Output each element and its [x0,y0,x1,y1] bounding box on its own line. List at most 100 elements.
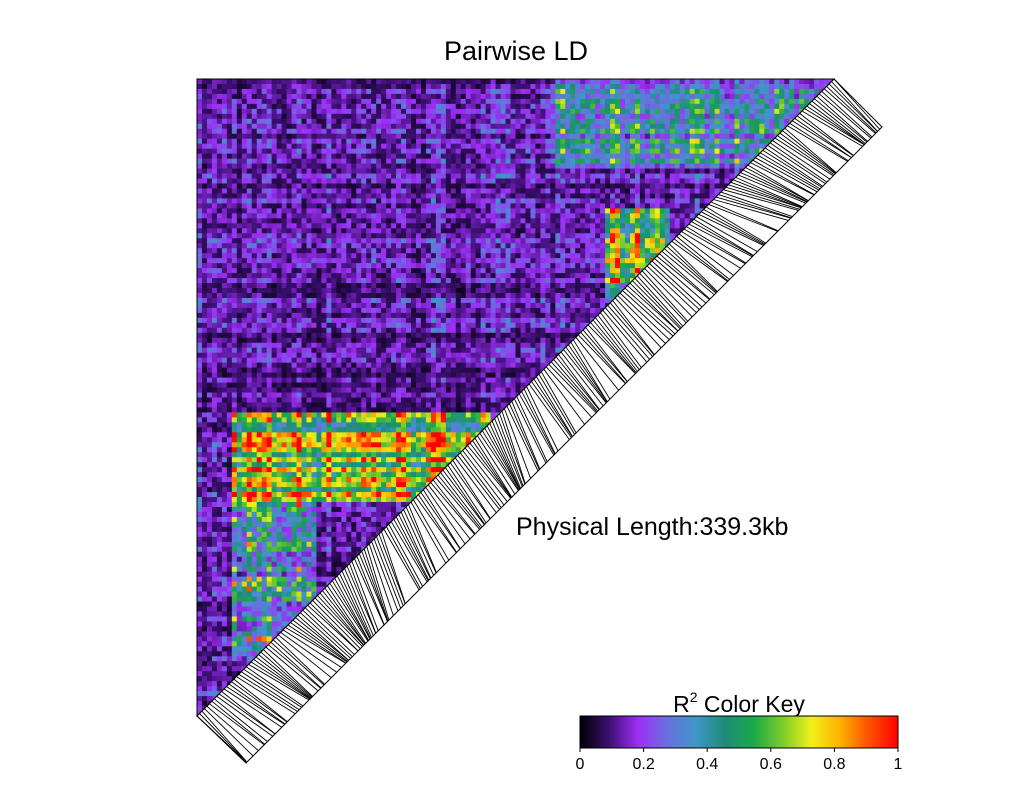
heatmap-cell [211,243,218,249]
heatmap-cell [610,148,616,155]
heatmap-cell [684,168,691,175]
heatmap-cell [276,88,283,95]
heatmap-cell [221,297,228,304]
heatmap-cell [366,283,372,289]
heatmap-cell [425,133,432,140]
heatmap-cell [450,292,457,299]
heatmap-cell [580,198,586,205]
heatmap-cell [401,248,407,254]
heatmap-cell [694,113,701,120]
heatmap-cell [724,123,731,130]
heatmap-cell [605,188,611,195]
heatmap-cell [341,243,347,249]
heatmap-cell [311,98,318,105]
heatmap-cell [590,223,596,229]
heatmap-cell [420,113,427,120]
heatmap-cell [490,203,497,209]
heatmap-cell [550,138,556,145]
heatmap-cell [465,273,472,279]
heatmap-cell [764,79,770,85]
heatmap-cell [197,143,203,150]
heatmap-cell [341,283,347,289]
heatmap-cell [376,193,382,200]
heatmap-cell [236,297,243,304]
heatmap-cell [440,238,447,244]
heatmap-cell [694,193,701,200]
heatmap-cell [565,228,571,234]
heatmap-cell [565,168,571,175]
heatmap-cell [550,79,556,85]
heatmap-cell [361,253,367,259]
heatmap-cell [415,213,422,219]
heatmap-cell [819,79,825,85]
heatmap-cell [545,153,551,160]
heatmap-cell [246,248,253,254]
heatmap-cell [734,108,741,115]
heatmap-cell [495,263,502,269]
heatmap-cell [530,123,537,130]
heatmap-cell [674,133,681,140]
heatmap-cell [555,302,561,309]
heatmap-cell [410,263,417,269]
heatmap-cell [565,148,571,155]
heatmap-cell [749,93,755,100]
heatmap-cell [371,153,377,160]
heatmap-cell [351,253,357,259]
heatmap-cell [784,108,790,115]
heatmap-cell [575,193,581,200]
heatmap-cell [734,148,741,155]
heatmap-cell [664,83,671,90]
heatmap-cell [420,108,427,115]
heatmap-cell [341,158,347,165]
heatmap-cell [684,178,691,185]
heatmap-cell [391,93,397,100]
heatmap-cell [376,292,382,299]
heatmap-cell [306,193,313,200]
heatmap-cell [639,79,646,85]
heatmap-cell [435,148,442,155]
heatmap-cell [575,288,581,294]
heatmap-cell [346,163,352,170]
heatmap-cell [620,228,626,234]
heatmap-cell [585,253,591,259]
heatmap-cell [231,178,238,185]
heatmap-cell [366,158,372,165]
heatmap-cell [615,143,621,150]
heatmap-cell [435,83,442,90]
heatmap-cell [256,297,263,304]
heatmap-cell [261,148,268,155]
heatmap-cell [515,178,522,185]
heatmap-cell [485,233,492,239]
heatmap-cell [719,138,726,145]
heatmap-cell [331,273,337,279]
heatmap-cell [480,168,487,175]
heatmap-cell [679,173,686,180]
heatmap-cell [530,233,537,239]
heatmap-cell [525,148,532,155]
heatmap-cell [560,103,566,110]
heatmap-cell [540,238,546,244]
heatmap-cell [425,188,432,195]
heatmap-cell [460,302,467,309]
heatmap-cell [600,223,606,229]
heatmap-cell [206,307,213,314]
heatmap-cell [664,103,671,110]
heatmap-cell [336,253,342,259]
heatmap-cell [595,213,601,219]
heatmap-cell [475,183,482,190]
heatmap-cell [396,307,402,314]
heatmap-cell [406,307,412,314]
heatmap-cell [545,108,551,115]
heatmap-cell [505,288,512,294]
heatmap-cell [281,307,288,314]
heatmap-cell [281,178,288,185]
heatmap-cell [226,253,233,259]
heatmap-cell [326,79,332,85]
heatmap-cell [535,143,541,150]
heatmap-cell [430,113,437,120]
heatmap-cell [301,297,308,304]
heatmap-cell [520,83,527,90]
heatmap-cell [206,83,213,90]
heatmap-cell [211,113,218,120]
heatmap-cell [221,283,228,289]
